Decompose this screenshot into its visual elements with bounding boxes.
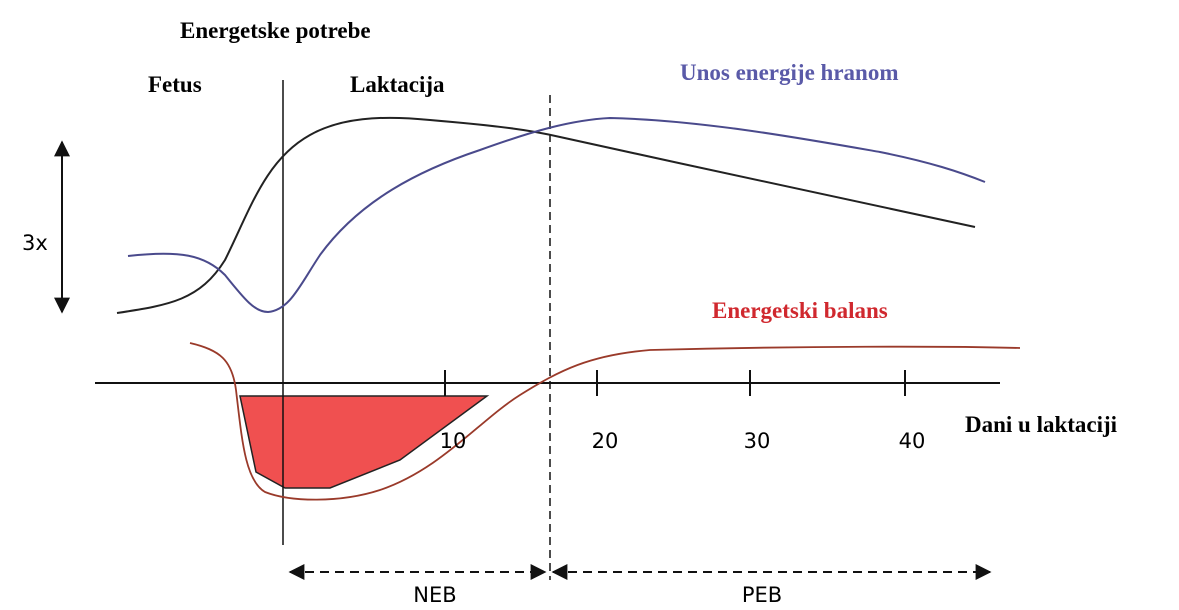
balance-curve xyxy=(189,342,1021,501)
scale-label: 3x xyxy=(22,231,48,255)
fetus-label: Fetus xyxy=(148,72,202,97)
tick-label: 30 xyxy=(744,429,771,453)
intake-label: Unos energije hranom xyxy=(680,60,898,85)
peb-label: PEB xyxy=(742,583,782,607)
title: Energetske potrebe xyxy=(180,18,371,43)
tick-label: 20 xyxy=(592,429,619,453)
x-axis-label: Dani u laktaciji xyxy=(965,412,1118,437)
neb-label: NEB xyxy=(413,583,456,607)
tick-marks xyxy=(444,370,906,396)
laktacija-label: Laktacija xyxy=(350,72,445,97)
tick-label: 40 xyxy=(899,429,926,453)
intake-curve xyxy=(127,116,986,314)
requirement-curve xyxy=(116,116,976,314)
neb-area xyxy=(239,395,490,489)
tick-label: 10 xyxy=(440,429,467,453)
balance-label: Energetski balans xyxy=(712,298,888,323)
